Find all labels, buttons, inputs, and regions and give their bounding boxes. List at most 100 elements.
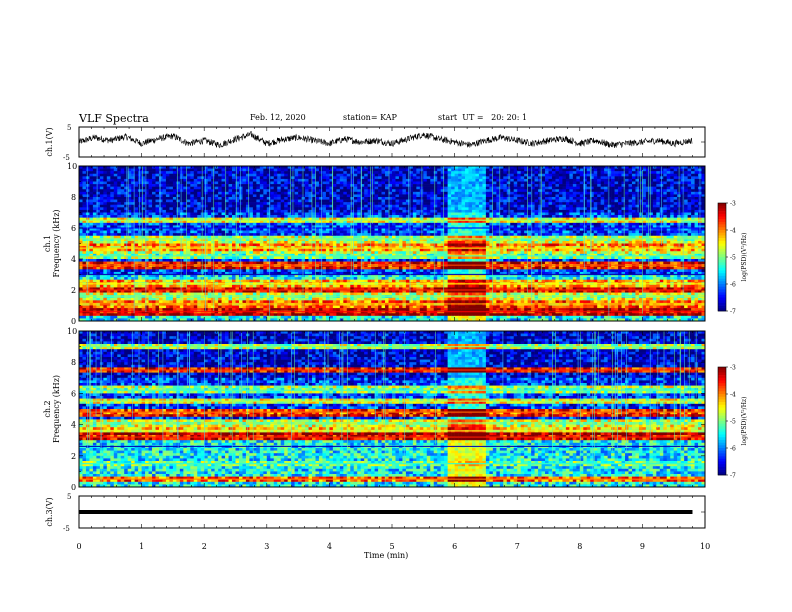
spectrogram-cell (433, 191, 438, 195)
spectrogram-cell (392, 228, 396, 231)
spectrogram-cell (298, 168, 302, 172)
spectrogram-cell (287, 212, 292, 216)
spectrogram-cell (221, 191, 226, 195)
spectrogram-cell (110, 181, 115, 185)
spectrogram-cell (395, 168, 400, 172)
spectrogram-cell (461, 186, 466, 190)
spectrogram-cell (520, 202, 525, 206)
spectrogram-cell (398, 186, 403, 190)
spectrogram-cell (565, 168, 570, 172)
spectrogram-cell (301, 166, 306, 169)
spectrogram-cell (346, 212, 351, 216)
spectrogram-cell (527, 228, 532, 231)
spectrogram-cell (385, 204, 389, 208)
spectrogram-cell (148, 186, 153, 190)
spectrogram-cell (378, 222, 382, 226)
spectrogram-cell (298, 178, 302, 182)
spectrogram-cell (426, 191, 431, 195)
spectrogram-cell (541, 199, 546, 203)
spectrogram-cell (169, 173, 174, 177)
spectrogram-cell (551, 199, 556, 203)
spectrogram-cell (597, 189, 601, 193)
spectrogram-cell (256, 168, 261, 172)
spectrogram-cell (489, 184, 494, 187)
spectrogram-cell (447, 184, 452, 187)
spectrogram-cell (631, 178, 636, 182)
spectrogram-cell (197, 197, 202, 200)
spectrogram-cell (405, 186, 410, 190)
spectrogram-cell (541, 222, 546, 226)
spectrogram-cell (569, 225, 574, 229)
spectrogram-cell (527, 173, 532, 177)
spectrogram-cell (169, 230, 174, 234)
spectrogram-cell (628, 171, 633, 175)
spectrogram-cell (308, 189, 313, 193)
spectrogram-cell (548, 194, 553, 198)
spectrogram-cell (548, 197, 553, 200)
spectrogram-cell (649, 189, 654, 193)
spectrogram-cell (92, 191, 97, 195)
spectrogram-cell (280, 197, 285, 200)
spectrogram-cell (263, 215, 268, 218)
spectrogram-cell (426, 212, 431, 216)
spectrogram-cell (152, 204, 156, 208)
spectrogram-cell (691, 176, 695, 180)
spectrogram-cell (298, 202, 302, 206)
spectrogram-cell (332, 215, 337, 218)
spectrogram-cell (79, 222, 83, 226)
spectrogram-cell (120, 176, 125, 180)
spectrogram-cell (531, 176, 535, 180)
spectrogram-cell (141, 181, 146, 185)
spectrogram-cell (409, 220, 414, 224)
spectrogram-cell (186, 209, 191, 213)
spectrogram-cell (468, 202, 473, 206)
spectrogram-cell (280, 202, 285, 206)
spectrogram-cell (252, 233, 257, 237)
spectrogram-cell (527, 222, 532, 226)
spectrogram-cell (350, 186, 355, 190)
spectrogram-cell (392, 204, 396, 208)
spectrogram-cell (158, 212, 163, 216)
spectrogram-cell (572, 173, 577, 177)
spectrogram-cell (496, 228, 501, 231)
spectrogram-cell (339, 215, 344, 218)
spectrogram-cell (110, 189, 115, 193)
spectrogram-cell (315, 207, 320, 211)
spectrogram-cell (645, 212, 650, 216)
spectrogram-cell (437, 207, 441, 211)
spectrogram-cell (499, 212, 504, 216)
spectrogram-cell (256, 228, 261, 231)
spectrogram-cell (79, 235, 83, 239)
spectrogram-cell (437, 202, 441, 206)
spectrogram-cell (193, 166, 198, 169)
spectrogram-cell (604, 225, 608, 229)
spectrogram-cell (454, 228, 459, 231)
spectrogram-cell (312, 212, 316, 216)
spectrogram-cell (565, 197, 570, 200)
spectrogram-cell (85, 176, 90, 180)
spectrogram-cell (583, 173, 588, 177)
spectrogram-cell (513, 181, 518, 185)
spectrogram-cell (155, 202, 160, 206)
spectrogram-cell (79, 207, 83, 211)
spectrogram-cell (402, 189, 407, 193)
spectrogram-cell (266, 178, 271, 182)
spectrogram-cell (124, 220, 128, 224)
spectrogram-cell (680, 222, 685, 226)
spectrogram-cell (381, 217, 386, 221)
spectrogram-cell (569, 202, 574, 206)
spectrogram-cell (197, 189, 202, 193)
spectrogram-cell (172, 178, 177, 182)
spectrogram-cell (357, 166, 361, 169)
spectrogram-cell (541, 184, 546, 187)
spectrogram-cell (79, 228, 83, 231)
spectrogram-cell (402, 186, 407, 190)
spectrogram-cell (405, 191, 410, 195)
spectrogram-cell (113, 202, 118, 206)
spectrogram-cell (207, 171, 212, 175)
spectrogram-cell (148, 197, 153, 200)
spectrogram-cell (301, 168, 306, 172)
spectrogram-cell (485, 228, 490, 231)
spectrogram-cell (228, 199, 233, 203)
spectrogram-cell (158, 220, 163, 224)
